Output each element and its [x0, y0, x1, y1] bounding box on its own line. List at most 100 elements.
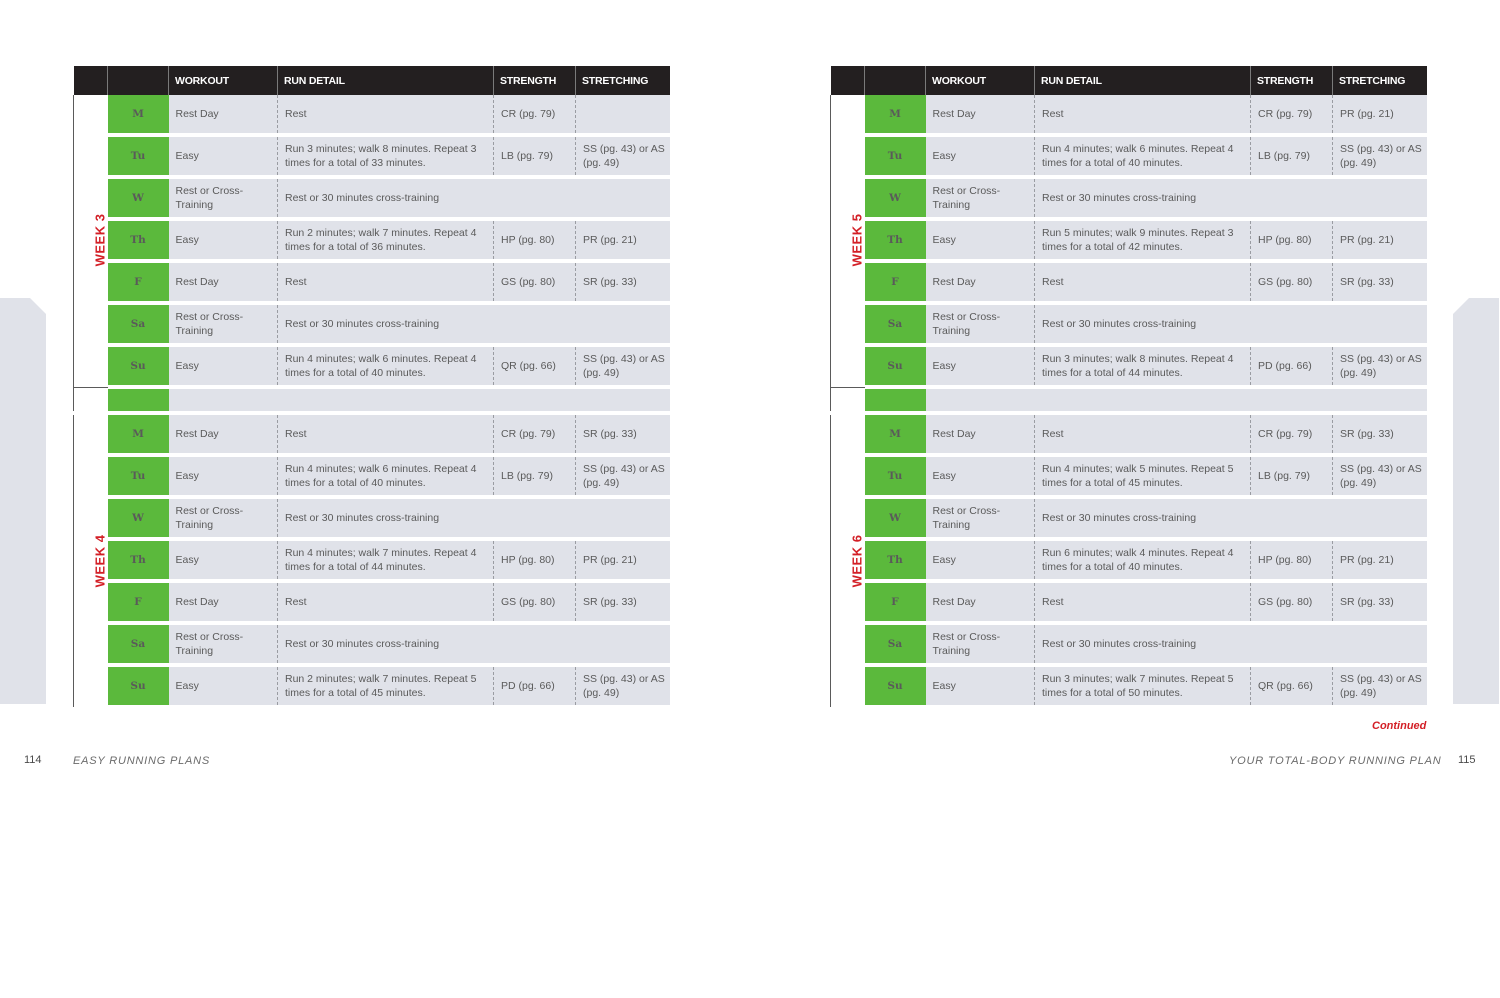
day-label: Tu	[107, 135, 169, 179]
workout-cell: Rest Day	[168, 413, 278, 457]
workout-cell: Rest Day	[925, 413, 1035, 457]
stretching-cell: PR (pg. 21)	[1332, 219, 1427, 263]
table-row: Tu Easy Run 4 minutes; walk 6 minutes. Rep…	[831, 135, 1427, 179]
workout-cell: Easy	[925, 539, 1035, 583]
day-label: W	[864, 497, 926, 541]
run-detail-cell: Run 3 minutes; walk 8 minutes. Repeat 4 …	[1034, 345, 1251, 389]
day-label: Sa	[107, 303, 169, 347]
table-row: WEEK 6 M Rest Day Rest CR (pg. 79) SR (pg. 33…	[830, 413, 1427, 707]
stretching-cell: SR (pg. 33)	[575, 581, 670, 625]
workout-cell: Easy	[168, 345, 278, 389]
header-cell: STRETCHING	[575, 66, 670, 95]
table-row: Th Easy Run 6 minutes; walk 4 minutes. Rep…	[831, 539, 1427, 583]
workout-cell: Easy	[925, 345, 1035, 389]
strength-cell: LB (pg. 79)	[493, 455, 576, 499]
workout-cell: Rest or Cross-Training	[925, 497, 1035, 541]
stretching-cell: SS (pg. 43) or AS (pg. 49)	[575, 455, 670, 499]
workout-cell: Easy	[168, 455, 278, 499]
stretching-cell: PR (pg. 21)	[575, 219, 670, 263]
week-cell: WEEK 5	[830, 95, 865, 388]
week-cell: WEEK 3	[73, 95, 108, 388]
table-row: Sa Rest or Cross-Training Rest or 30 minut…	[831, 303, 1427, 347]
day-label: F	[864, 261, 926, 305]
spacer-gap	[830, 387, 865, 415]
week-label: WEEK 5	[849, 213, 865, 267]
run-detail-cell: Run 5 minutes; walk 9 minutes. Repeat 3 …	[1034, 219, 1251, 263]
day-label: Su	[107, 345, 169, 389]
footer-left: EASY RUNNING PLANS	[73, 755, 211, 767]
run-detail-cell: Run 4 minutes; walk 6 minutes. Repeat 4 …	[1034, 135, 1251, 179]
strength-cell: PD (pg. 66)	[493, 665, 576, 709]
day-label: Th	[864, 539, 926, 583]
run-detail-cell: Run 2 minutes; walk 7 minutes. Repeat 4 …	[277, 219, 494, 263]
workout-cell: Easy	[925, 665, 1035, 709]
stretching-cell: SS (pg. 43) or AS (pg. 49)	[1332, 455, 1427, 499]
stretching-cell: SS (pg. 43) or AS (pg. 49)	[1332, 345, 1427, 389]
header-cell: WORKOUT	[168, 66, 278, 95]
spacer-day-cell	[864, 387, 926, 415]
table-row: Tu Easy Run 4 minutes; walk 6 minutes. Rep…	[74, 455, 670, 499]
table-row: Sa Rest or Cross-Training Rest or 30 minut…	[831, 623, 1427, 667]
run-detail-cell: Rest or 30 minutes cross-training	[277, 177, 670, 221]
table-row: W Rest or Cross-Training Rest or 30 minute…	[831, 177, 1427, 221]
table-header: WORKOUT RUN DETAIL STRENGTH STRETCHING	[73, 66, 670, 95]
strength-cell: QR (pg. 66)	[493, 345, 576, 389]
run-detail-cell: Rest	[1034, 95, 1251, 137]
header-cell	[864, 66, 926, 95]
header-cell: STRETCHING	[1332, 66, 1427, 95]
workout-cell: Rest Day	[168, 261, 278, 305]
footer-right: YOUR TOTAL-BODY RUNNING PLAN	[1229, 755, 1442, 767]
run-detail-cell: Run 3 minutes; walk 7 minutes. Repeat 5 …	[1034, 665, 1251, 709]
header-cell: WORKOUT	[925, 66, 1035, 95]
stretching-cell: PR (pg. 21)	[1332, 539, 1427, 583]
stretching-cell: SR (pg. 33)	[575, 261, 670, 305]
spacer-gap	[73, 387, 108, 415]
strength-cell: CR (pg. 79)	[493, 413, 576, 457]
run-detail-cell: Run 3 minutes; walk 8 minutes. Repeat 3 …	[277, 135, 494, 179]
workout-cell: Rest or Cross-Training	[168, 623, 278, 667]
run-detail-cell: Rest or 30 minutes cross-training	[277, 497, 670, 541]
training-table-right: WORKOUT RUN DETAIL STRENGTH STRETCHING WEEK…	[830, 66, 1427, 709]
day-label: F	[107, 261, 169, 305]
run-detail-cell: Rest or 30 minutes cross-training	[1034, 303, 1427, 347]
strength-cell: GS (pg. 80)	[1250, 581, 1333, 625]
week-spacer-row	[73, 387, 670, 415]
workout-cell: Easy	[925, 135, 1035, 179]
table-row: Su Easy Run 4 minutes; walk 6 minutes. Rep…	[74, 345, 670, 389]
strength-cell: CR (pg. 79)	[493, 95, 576, 137]
strength-cell: GS (pg. 80)	[493, 261, 576, 305]
day-label: Sa	[864, 303, 926, 347]
side-tab-right: NEW RUNNERS TRAINING PLAN	[1453, 298, 1499, 704]
table-row: WEEK 4 M Rest Day Rest CR (pg. 79) SR (pg. 33…	[73, 413, 670, 707]
continued-note: Continued	[1372, 720, 1427, 732]
header-row: WORKOUT RUN DETAIL STRENGTH STRETCHING	[830, 66, 1427, 95]
day-label: W	[107, 497, 169, 541]
stretching-cell: SR (pg. 33)	[1332, 413, 1427, 457]
run-detail-cell: Run 4 minutes; walk 7 minutes. Repeat 4 …	[277, 539, 494, 583]
workout-cell: Rest or Cross-Training	[925, 623, 1035, 667]
stretching-cell: PR (pg. 21)	[575, 539, 670, 583]
workout-cell: Easy	[925, 455, 1035, 499]
run-detail-cell: Run 6 minutes; walk 4 minutes. Repeat 4 …	[1034, 539, 1251, 583]
table-row: WEEK 3 M Rest Day Rest CR (pg. 79)	[73, 95, 670, 388]
run-detail-cell: Rest or 30 minutes cross-training	[277, 623, 670, 667]
day-label: Tu	[107, 455, 169, 499]
day-label: Sa	[864, 623, 926, 667]
strength-cell: LB (pg. 79)	[493, 135, 576, 179]
day-label: Su	[864, 665, 926, 709]
strength-cell: QR (pg. 66)	[1250, 665, 1333, 709]
table-row: Th Easy Run 4 minutes; walk 7 minutes. Rep…	[74, 539, 670, 583]
stretching-cell	[575, 95, 670, 137]
week-cell: WEEK 6	[830, 413, 865, 707]
strength-cell: GS (pg. 80)	[1250, 261, 1333, 305]
run-detail-cell: Rest	[1034, 261, 1251, 305]
table-row: Th Easy Run 5 minutes; walk 9 minutes. Rep…	[831, 219, 1427, 263]
run-detail-cell: Run 4 minutes; walk 6 minutes. Repeat 4 …	[277, 455, 494, 499]
strength-cell: LB (pg. 79)	[1250, 455, 1333, 499]
day-label: M	[107, 413, 169, 457]
table-row: Th Easy Run 2 minutes; walk 7 minutes. Rep…	[74, 219, 670, 263]
header-cell	[73, 66, 108, 95]
strength-cell: LB (pg. 79)	[1250, 135, 1333, 179]
run-detail-cell: Rest	[1034, 413, 1251, 457]
page-number-left: 114	[24, 754, 42, 766]
